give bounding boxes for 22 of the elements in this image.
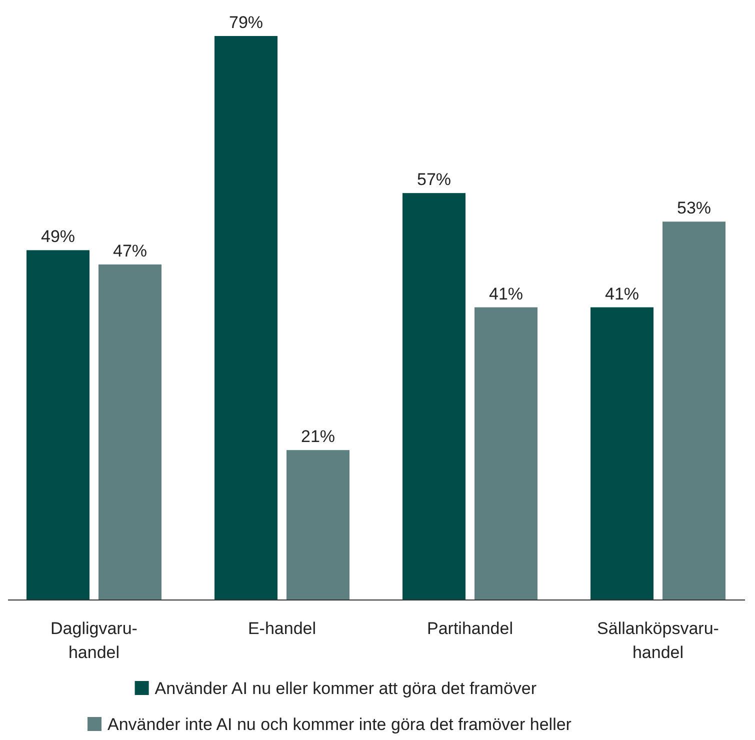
data-label: 41% [488,284,524,304]
data-label: 21% [300,427,336,446]
data-label: 53% [676,198,712,218]
data-label: 57% [416,170,452,190]
bar [286,450,350,600]
bar [402,193,466,600]
bar [662,222,726,600]
bar [214,36,278,600]
bar [590,307,654,600]
bar [474,307,538,600]
data-label: 47% [112,241,148,260]
legend-label: Använder inte AI nu och kommer inte göra det framöver heller [108,715,572,734]
bar [26,250,90,600]
x-tick-label: Partihandel [426,619,514,638]
legend-label: Använder AI nu eller kommer att göra det framöver [154,679,537,698]
x-tick-label: E-handel [248,619,316,638]
x-tick-label: Sällanköpsvaru- handel [597,619,719,662]
bar [98,264,162,600]
x-tick-label: Dagligvaru- handel [50,619,138,662]
data-label: 41% [604,284,640,304]
data-label: 79% [228,13,264,32]
data-label: 49% [40,227,76,246]
